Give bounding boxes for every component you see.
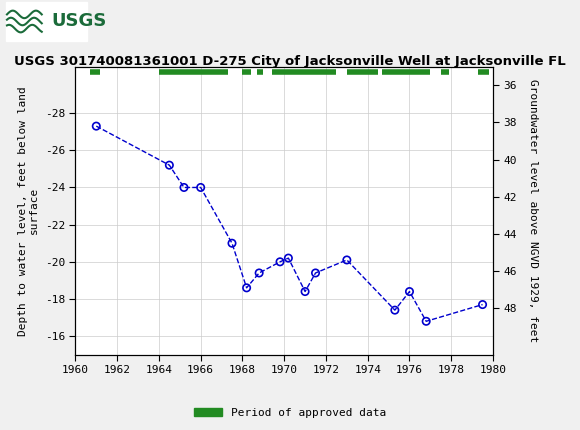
Point — [311, 270, 320, 276]
Point — [165, 162, 174, 169]
Point — [342, 257, 351, 264]
Text: USGS: USGS — [51, 12, 106, 31]
Point — [242, 284, 251, 291]
Y-axis label: Depth to water level, feet below land
surface: Depth to water level, feet below land su… — [17, 86, 39, 335]
Y-axis label: Groundwater level above NGVD 1929, feet: Groundwater level above NGVD 1929, feet — [528, 79, 538, 342]
Point — [405, 288, 414, 295]
Point — [255, 270, 264, 276]
FancyBboxPatch shape — [6, 2, 87, 41]
Point — [92, 123, 101, 129]
Point — [390, 307, 400, 313]
Point — [422, 318, 431, 325]
Point — [300, 288, 310, 295]
Point — [284, 255, 293, 261]
Point — [196, 184, 205, 191]
Point — [276, 258, 285, 265]
Text: USGS 301740081361001 D-275 City of Jacksonville Well at Jacksonville FL: USGS 301740081361001 D-275 City of Jacks… — [14, 55, 566, 68]
Point — [227, 240, 237, 247]
Point — [179, 184, 188, 191]
Legend: Period of approved data: Period of approved data — [190, 403, 390, 422]
Point — [478, 301, 487, 308]
